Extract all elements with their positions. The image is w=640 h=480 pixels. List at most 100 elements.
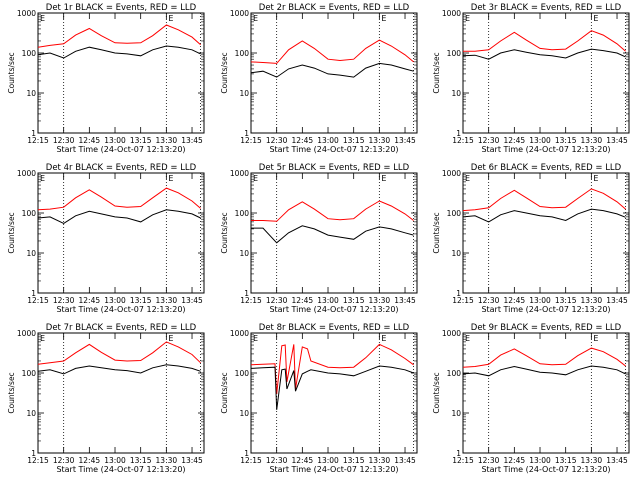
series-line-events [251, 365, 414, 410]
e-marker-label: E [381, 334, 386, 343]
x-tick-label: 12:15 [240, 136, 262, 145]
y-tick-label: 1 [456, 289, 461, 298]
series-line-lld [251, 200, 414, 222]
x-tick-label: 12:30 [266, 296, 288, 305]
y-tick-label: 1000 [230, 329, 249, 338]
series-line-lld [251, 343, 414, 394]
plot-frame [462, 172, 630, 294]
series-line-events [38, 45, 201, 59]
x-tick-label: 13:45 [394, 456, 416, 465]
x-axis-label: Start Time (24-Oct-07 12:13:20) [481, 145, 610, 154]
y-tick-label: 1 [244, 129, 249, 138]
x-tick-label: 12:30 [478, 136, 500, 145]
x-tick-label: 13:15 [130, 136, 152, 145]
x-tick-label: 13:15 [343, 456, 365, 465]
x-tick-label: 13:45 [606, 136, 628, 145]
y-tick-label: 100 [22, 209, 37, 218]
chart-panel-7: Det 7r BLACK = Events, RED = LLD 1 10 100 10… [7, 323, 205, 474]
e-marker-label: E [168, 334, 173, 343]
plot-frame [462, 12, 630, 134]
x-tick-label: 13:30 [156, 136, 178, 145]
x-tick-label: 12:30 [266, 456, 288, 465]
y-tick-label: 1 [31, 289, 36, 298]
y-tick-label: 1 [31, 449, 36, 458]
x-tick-label: 13:45 [181, 136, 203, 145]
x-tick-label: 12:45 [504, 136, 526, 145]
plot-frame [462, 332, 630, 454]
chart-title: Det 2r BLACK = Events, RED = LLD [259, 3, 410, 13]
x-tick-label: 12:15 [452, 456, 474, 465]
series-group [251, 39, 414, 78]
chart-panel-6: Det 6r BLACK = Events, RED = LLD 1 10 100 10… [432, 163, 630, 314]
chart-title: Det 4r BLACK = Events, RED = LLD [46, 163, 197, 173]
x-axis-label: Start Time (24-Oct-07 12:13:20) [481, 465, 610, 474]
series-line-events [38, 364, 201, 375]
y-axis-label: Counts/sec [7, 52, 16, 93]
plot-frame [37, 12, 205, 134]
x-tick-label: 13:45 [181, 456, 203, 465]
y-tick-label: 10 [239, 249, 249, 258]
x-tick-label: 12:30 [53, 456, 75, 465]
x-tick-label: 12:45 [504, 296, 526, 305]
chart-title: Det 9r BLACK = Events, RED = LLD [471, 323, 622, 333]
x-tick-label: 12:30 [266, 136, 288, 145]
y-tick-label: 100 [235, 369, 250, 378]
series-line-lld [251, 39, 414, 64]
e-marker-label: E [40, 334, 45, 343]
x-tick-label: 13:15 [130, 456, 152, 465]
series-group [251, 200, 414, 244]
series-line-events [463, 48, 626, 60]
x-tick-label: 13:15 [130, 296, 152, 305]
y-axis-label: Counts/sec [432, 52, 441, 93]
y-tick-label: 10 [239, 89, 249, 98]
x-tick-label: 13:00 [529, 296, 551, 305]
y-tick-label: 10 [451, 89, 461, 98]
series-line-events [251, 225, 414, 244]
chart-panel-8: Det 8r BLACK = Events, RED = LLD 1 10 100 10… [220, 323, 418, 474]
series-group [38, 187, 201, 224]
plot-frame [37, 172, 205, 294]
y-tick-label: 1000 [230, 169, 249, 178]
x-tick-label: 12:15 [452, 136, 474, 145]
y-axis-label: Counts/sec [220, 52, 229, 93]
y-tick-label: 1000 [17, 169, 36, 178]
x-tick-label: 13:15 [555, 136, 577, 145]
e-marker-label: E [465, 14, 470, 23]
x-tick-label: 13:15 [555, 456, 577, 465]
x-tick-label: 12:45 [79, 136, 101, 145]
e-marker-label: E [40, 174, 45, 183]
series-line-lld [463, 188, 626, 212]
x-tick-label: 12:15 [27, 456, 49, 465]
series-group [463, 30, 626, 60]
e-marker-label: E [593, 174, 598, 183]
plot-frame [250, 332, 418, 454]
chart-panel-5: Det 5r BLACK = Events, RED = LLD 1 10 100 10… [220, 163, 418, 314]
x-tick-label: 12:45 [292, 456, 314, 465]
e-marker-label: E [465, 174, 470, 183]
x-tick-label: 13:30 [369, 136, 391, 145]
y-tick-label: 1 [31, 129, 36, 138]
chart-panel-3: Det 3r BLACK = Events, RED = LLD 1 10 100 10… [432, 3, 630, 154]
x-tick-label: 13:00 [104, 456, 126, 465]
x-tick-label: 13:30 [156, 456, 178, 465]
chart-panel-9: Det 9r BLACK = Events, RED = LLD 1 10 100 10… [432, 323, 630, 474]
x-tick-label: 13:00 [317, 296, 339, 305]
chart-title: Det 3r BLACK = Events, RED = LLD [471, 3, 622, 13]
x-tick-label: 12:15 [27, 296, 49, 305]
series-group [463, 347, 626, 377]
y-axis-label: Counts/sec [7, 212, 16, 253]
y-tick-label: 100 [447, 369, 462, 378]
e-marker-label: E [593, 14, 598, 23]
y-axis-label: Counts/sec [7, 372, 16, 413]
e-marker-label: E [381, 14, 386, 23]
x-tick-label: 12:45 [292, 296, 314, 305]
x-tick-label: 13:30 [369, 456, 391, 465]
y-tick-label: 1 [456, 449, 461, 458]
y-tick-label: 100 [235, 49, 250, 58]
x-tick-label: 13:00 [529, 456, 551, 465]
x-tick-label: 13:45 [394, 296, 416, 305]
x-axis-label: Start Time (24-Oct-07 12:13:20) [269, 465, 398, 474]
x-axis-label: Start Time (24-Oct-07 12:13:20) [56, 305, 185, 314]
x-axis-label: Start Time (24-Oct-07 12:13:20) [56, 465, 185, 474]
